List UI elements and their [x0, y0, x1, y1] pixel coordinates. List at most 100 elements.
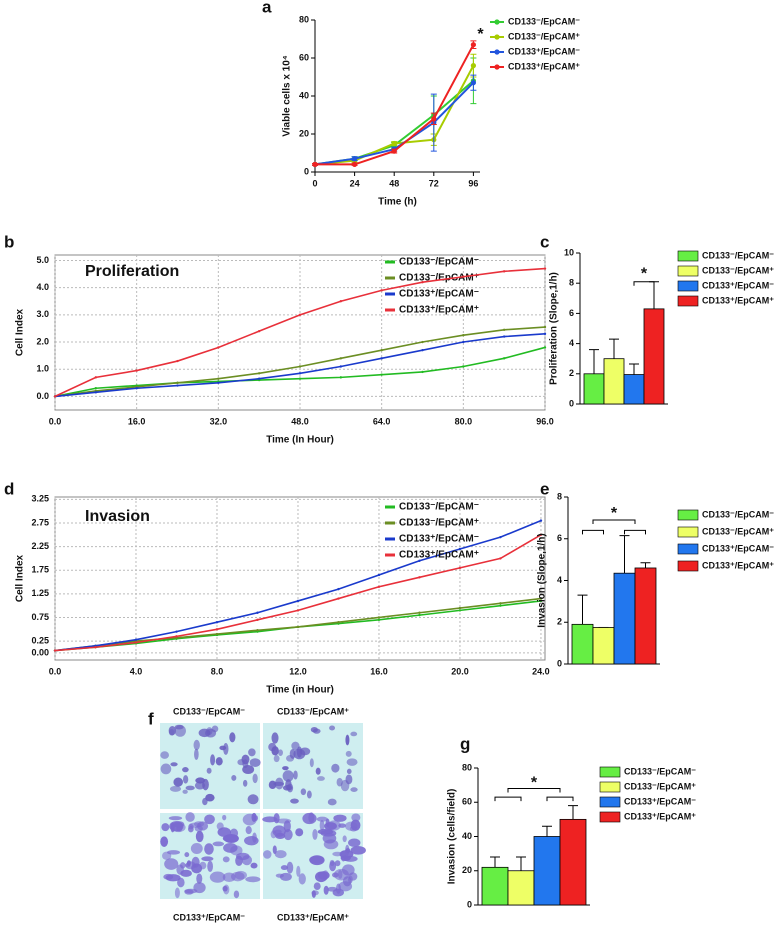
y-tick-label: 20	[462, 865, 472, 875]
data-point	[377, 573, 381, 577]
data-point	[431, 116, 437, 122]
data-point	[391, 140, 397, 147]
cell-blob	[327, 798, 337, 806]
cell-blob	[182, 789, 188, 794]
cell-blob	[327, 820, 341, 831]
cell-blob	[323, 885, 329, 895]
legend-label: CD133⁻/EpCAM⁻	[702, 509, 774, 519]
cell-blob	[164, 858, 179, 870]
cell-blob	[278, 749, 283, 756]
data-point	[421, 348, 424, 352]
y-axis-title: Cell Index	[15, 308, 26, 356]
cell-blob	[306, 790, 312, 799]
cell-blob	[193, 739, 200, 751]
cell-blob	[338, 881, 353, 892]
cell-blob	[309, 855, 325, 866]
cell-blob	[170, 762, 178, 767]
cell-blob	[274, 850, 287, 859]
legend-swatch	[677, 265, 699, 277]
x-tick-label: 72	[429, 178, 439, 188]
cell-blob	[340, 855, 351, 861]
data-point	[543, 332, 547, 336]
x-axis-title: Time (in Hour)	[266, 685, 334, 696]
y-tick-label: 3.0	[36, 309, 49, 319]
data-point	[256, 611, 259, 614]
cell-blob	[315, 767, 321, 775]
x-axis-title: Time (h)	[378, 197, 417, 208]
cell-blob	[312, 828, 318, 840]
data-point	[134, 638, 138, 641]
y-tick-label: 2	[557, 617, 562, 627]
y-tick-label: 4	[557, 575, 562, 585]
data-point	[215, 621, 219, 624]
data-point	[377, 585, 381, 588]
y-tick-label: 0.00	[31, 647, 49, 657]
cell-blob	[300, 788, 307, 796]
cell-blob	[350, 787, 358, 792]
legend-marker	[494, 49, 500, 55]
bar	[623, 374, 645, 405]
cell-blob	[188, 825, 194, 833]
x-tick-label: 48	[389, 178, 399, 188]
cell-blob	[196, 873, 203, 884]
data-point	[499, 557, 502, 560]
data-point	[339, 357, 343, 360]
data-point	[298, 377, 302, 380]
panel-label: e	[540, 479, 549, 498]
significance-bracket	[546, 796, 574, 802]
data-point	[502, 328, 506, 331]
panel-label: f	[148, 709, 154, 728]
x-tick-label: 20.0	[451, 666, 469, 676]
cell-blob	[205, 793, 215, 802]
data-point	[217, 381, 220, 385]
y-tick-label: 6	[569, 308, 574, 318]
legend-label: CD133⁺/EpCAM⁻	[624, 796, 696, 806]
y-tick-label: 2.25	[31, 541, 49, 551]
cell-blob	[322, 833, 337, 844]
y-tick-label: 40	[299, 90, 309, 100]
y-tick-label: 60	[462, 797, 472, 807]
cell-blob	[245, 826, 252, 835]
data-point	[53, 649, 57, 652]
y-tick-label: 3.25	[31, 494, 49, 504]
data-point	[499, 535, 502, 539]
legend-swatch	[677, 280, 699, 292]
cell-blob	[182, 767, 189, 773]
cell-blob	[233, 890, 240, 899]
data-point	[339, 300, 343, 303]
bar	[481, 866, 509, 906]
error-bar	[640, 562, 651, 568]
cell-blob	[171, 822, 186, 833]
x-tick-label: 4.0	[130, 666, 143, 676]
legend-label: CD133⁺/EpCAM⁻	[702, 543, 774, 553]
data-point	[458, 609, 462, 612]
y-tick-label: 80	[299, 14, 309, 24]
x-tick-label: 0.0	[49, 416, 62, 426]
cell-blob	[194, 748, 199, 761]
cell-blob	[204, 814, 215, 825]
y-tick-label: 0	[304, 166, 309, 176]
error-bar	[589, 349, 599, 374]
data-point	[337, 621, 340, 624]
image-caption: CD133⁻/EpCAM⁺	[277, 706, 349, 716]
data-point	[502, 357, 506, 360]
y-tick-label: 0.0	[36, 391, 49, 401]
cell-blob	[317, 871, 330, 880]
annotation: *	[611, 505, 618, 522]
legend-label: CD133⁻/EpCAM⁻	[508, 16, 580, 26]
legend-swatch	[599, 796, 621, 808]
cell-blob	[212, 841, 225, 847]
y-tick-label: 4.0	[36, 282, 49, 292]
cell-blob	[174, 724, 184, 730]
data-point	[296, 625, 300, 629]
data-point	[94, 376, 98, 379]
data-point	[499, 602, 502, 605]
panel-label: b	[4, 232, 14, 251]
bar	[507, 870, 535, 906]
data-point	[502, 335, 506, 338]
legend-swatch	[599, 766, 621, 778]
y-tick-label: 0	[557, 658, 562, 668]
y-tick-label: 8	[569, 278, 574, 288]
cell-blob	[329, 725, 336, 731]
cell-blob	[163, 873, 174, 880]
